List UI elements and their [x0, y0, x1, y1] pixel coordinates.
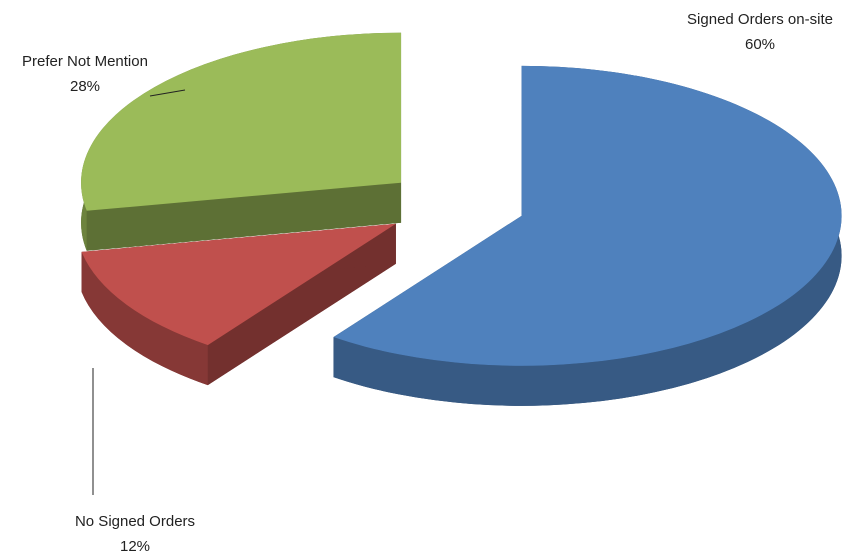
data-label: No Signed Orders — [75, 513, 195, 530]
slice-side — [333, 65, 842, 406]
slice — [81, 223, 396, 346]
slice — [81, 32, 402, 211]
data-label-value: 60% — [745, 36, 775, 53]
data-label: Prefer Not Mention — [22, 53, 148, 70]
data-label: Signed Orders on-site — [687, 11, 833, 28]
slice-side — [86, 182, 402, 251]
pie — [81, 32, 842, 406]
data-label-value: 28% — [70, 78, 100, 95]
labels: Signed Orders on-site 60% No Signed Orders… — [22, 11, 833, 555]
leader-line — [149, 89, 186, 97]
slice-side — [81, 251, 208, 386]
slice — [333, 65, 842, 366]
data-label-value: 12% — [120, 538, 150, 555]
